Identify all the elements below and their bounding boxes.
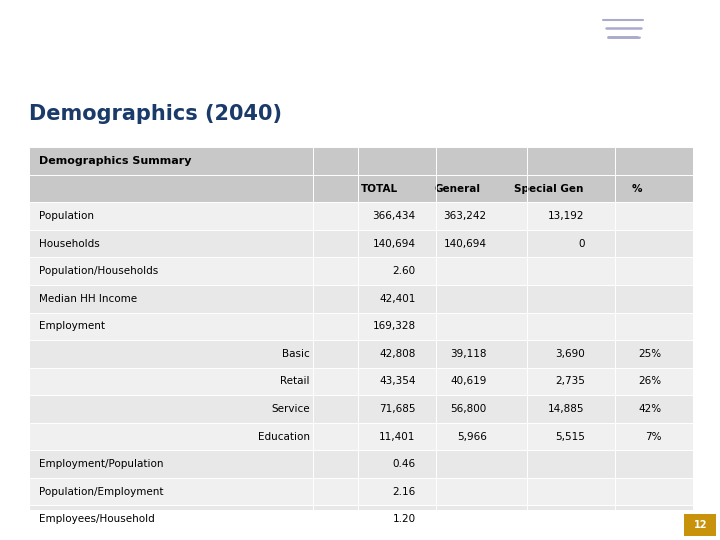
Text: 140,694: 140,694: [372, 239, 415, 249]
Bar: [30, 258, 693, 285]
Text: Households: Households: [39, 239, 99, 249]
Text: 42,808: 42,808: [379, 349, 415, 359]
Text: 2.16: 2.16: [392, 487, 415, 497]
Text: Median HH Income: Median HH Income: [39, 294, 137, 304]
Text: 42%: 42%: [639, 404, 662, 414]
Text: Service: Service: [271, 404, 310, 414]
Text: Employees/Household: Employees/Household: [39, 514, 155, 524]
Text: Demographics Summary: Demographics Summary: [39, 156, 192, 166]
Text: 14,885: 14,885: [548, 404, 585, 414]
Text: 2.60: 2.60: [392, 266, 415, 276]
Text: 56,800: 56,800: [451, 404, 487, 414]
Text: Population/Households: Population/Households: [39, 266, 158, 276]
Text: 25%: 25%: [639, 349, 662, 359]
Text: 42,401: 42,401: [379, 294, 415, 304]
Text: 7%: 7%: [645, 431, 662, 442]
Text: 363,242: 363,242: [444, 211, 487, 221]
Bar: [30, 368, 693, 395]
Text: 0: 0: [578, 239, 585, 249]
Text: Population: Population: [39, 211, 94, 221]
Text: 5,515: 5,515: [555, 431, 585, 442]
Text: 71,685: 71,685: [379, 404, 415, 414]
Bar: [30, 478, 693, 505]
Text: 1.20: 1.20: [392, 514, 415, 524]
Text: ★: ★: [644, 29, 664, 49]
Text: 26%: 26%: [639, 376, 662, 387]
Text: Population/Employment: Population/Employment: [39, 487, 163, 497]
Text: 140,694: 140,694: [444, 239, 487, 249]
Text: 2,735: 2,735: [555, 376, 585, 387]
Bar: [30, 505, 693, 533]
Text: 5,966: 5,966: [457, 431, 487, 442]
Text: 12: 12: [693, 520, 707, 530]
Bar: [30, 230, 693, 258]
Text: 7: 7: [635, 32, 654, 59]
Text: Retail: Retail: [280, 376, 310, 387]
Bar: [30, 147, 693, 175]
Text: Employment: Employment: [39, 321, 105, 332]
Text: 1: 1: [668, 15, 675, 25]
Text: %: %: [631, 184, 642, 194]
Bar: [30, 147, 693, 533]
Text: 13,192: 13,192: [548, 211, 585, 221]
Bar: [684, 514, 716, 536]
Text: Demographic Development: Demographic Development: [16, 24, 400, 49]
Text: 366,434: 366,434: [372, 211, 415, 221]
Text: General: General: [435, 184, 481, 194]
Text: Employment/Population: Employment/Population: [39, 459, 163, 469]
Text: Education: Education: [258, 431, 310, 442]
Text: 43,354: 43,354: [379, 376, 415, 387]
Text: 40,619: 40,619: [450, 376, 487, 387]
Bar: [30, 340, 693, 368]
Bar: [30, 423, 693, 450]
Bar: [30, 285, 693, 313]
Text: TOTAL: TOTAL: [361, 184, 398, 194]
Bar: [30, 202, 693, 230]
Bar: [30, 175, 693, 202]
Text: 3,690: 3,690: [555, 349, 585, 359]
Text: 169,328: 169,328: [372, 321, 415, 332]
Text: Basic: Basic: [282, 349, 310, 359]
Text: 11,401: 11,401: [379, 431, 415, 442]
Bar: [30, 395, 693, 423]
Text: 0.46: 0.46: [392, 459, 415, 469]
Bar: [30, 313, 693, 340]
Text: Demographics (2040): Demographics (2040): [29, 104, 282, 124]
Text: Special Gen: Special Gen: [514, 184, 583, 194]
Bar: [30, 450, 693, 478]
Text: 39,118: 39,118: [450, 349, 487, 359]
